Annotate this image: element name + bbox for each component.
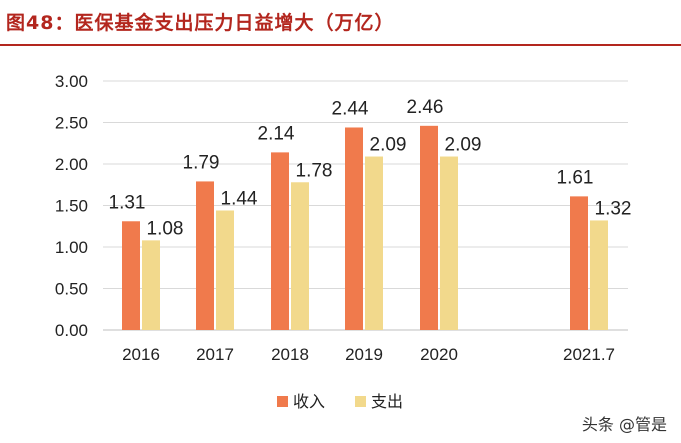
y-tick-label: 2.00 [55, 155, 88, 174]
data-label: 1.79 [183, 152, 220, 173]
bar-expense-2017 [216, 210, 234, 330]
watermark: 头条 @管是 [581, 415, 667, 434]
bar-expense-2020 [440, 156, 458, 330]
y-tick-label: 0.00 [55, 321, 88, 340]
bar-expense-2018 [291, 182, 309, 330]
data-label: 2.09 [445, 135, 482, 156]
data-label: 1.32 [595, 198, 632, 219]
bar-expense-2019 [365, 156, 383, 330]
data-label: 1.08 [147, 218, 184, 239]
bar-income-2016 [122, 221, 140, 330]
bars [122, 125, 608, 330]
title-divider [0, 44, 681, 46]
y-tick-label: 0.50 [55, 280, 88, 299]
data-label: 1.44 [221, 188, 258, 209]
bar-income-2017 [196, 181, 214, 330]
data-labels: 1.311.081.791.442.141.782.442.092.462.09… [109, 97, 632, 240]
x-tick-label: 2019 [345, 345, 383, 364]
data-label: 2.14 [258, 123, 295, 144]
data-label: 2.44 [332, 98, 369, 119]
y-tick-label: 1.00 [55, 238, 88, 257]
y-tick-label: 3.00 [55, 72, 88, 91]
legend-swatch [277, 396, 288, 407]
chart-title: 图48：医保基金支出压力日益增大（万亿） [6, 12, 395, 34]
data-label: 1.78 [296, 160, 333, 181]
x-tick-label: 2021.7 [563, 345, 615, 364]
bar-income-2020 [420, 125, 438, 330]
data-label: 2.09 [370, 135, 407, 156]
x-tick-label: 2017 [196, 345, 234, 364]
bar-income-2019 [345, 127, 363, 330]
x-tick-label: 2018 [271, 345, 309, 364]
legend-swatch [355, 396, 366, 407]
legend-label: 支出 [371, 392, 403, 411]
legend: 收入 支出 [277, 392, 403, 411]
x-tick-label: 2020 [420, 345, 458, 364]
legend-label: 收入 [293, 392, 325, 411]
data-label: 2.46 [407, 97, 444, 118]
y-tick-label: 1.50 [55, 197, 88, 216]
bar-expense-2016 [142, 240, 160, 330]
bar-income-2018 [271, 152, 289, 330]
data-label: 1.31 [109, 192, 146, 213]
data-label: 1.61 [557, 167, 594, 188]
y-tick-label: 2.50 [55, 114, 88, 133]
y-axis-ticks: 0.00 0.50 1.00 1.50 2.00 2.50 3.00 [55, 72, 88, 340]
bar-income-2021.7 [570, 196, 588, 330]
x-axis-ticks: 2016 2017 2018 2019 2020 2021.7 [122, 345, 615, 364]
bar-expense-2021.7 [590, 220, 608, 330]
x-tick-label: 2016 [122, 345, 160, 364]
